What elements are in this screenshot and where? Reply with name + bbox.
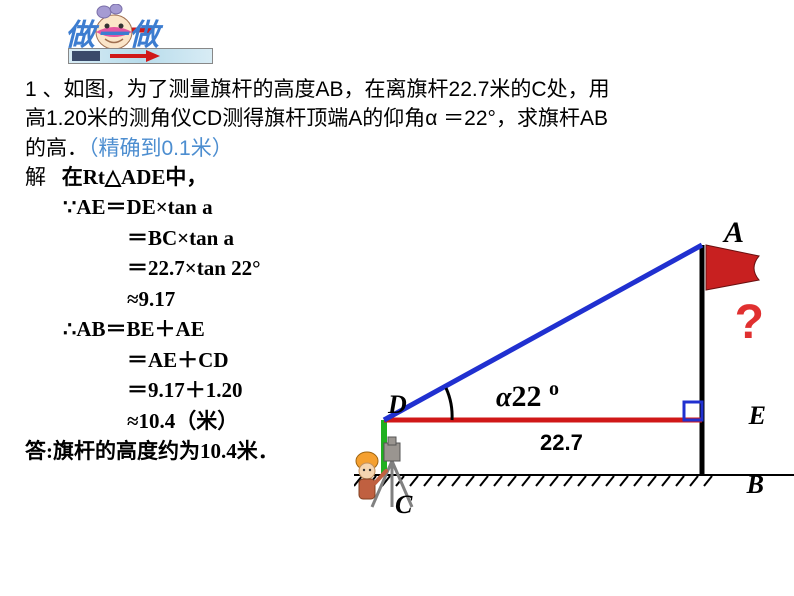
sol-l5: ≈9.17 xyxy=(127,287,175,311)
sol-l6: ∴AB＝BE＋AE xyxy=(63,317,205,341)
problem-line3-prefix: 的高． xyxy=(25,137,88,160)
sol-l7: ＝AE＋CD xyxy=(127,348,229,372)
arrow-icon xyxy=(110,49,160,63)
sol-l4: ＝22.7×tan 22° xyxy=(127,256,261,280)
sol-l10: 答:旗杆的高度约为10.4米． xyxy=(25,439,279,463)
sol-l3: ＝BC×tan a xyxy=(127,226,234,250)
problem-line1: 1 、如图，为了测量旗杆的高度AB，在离旗杆22.7米的C处，用 xyxy=(25,78,610,101)
sol-l1a: 解 xyxy=(25,165,46,189)
label-E: E xyxy=(749,401,766,431)
surveyor-icon xyxy=(352,431,432,509)
label-A: A xyxy=(724,216,744,250)
label-C: C xyxy=(395,490,412,520)
solution-block: 解 在Rt△ADE中， ∵AE＝DE×tan a ＝BC×tan a ＝22.7… xyxy=(25,162,279,466)
angle-arc xyxy=(446,388,452,420)
flag xyxy=(706,245,759,290)
problem-line2: 高1.20米的测角仪CD测得旗杆顶端A的仰角α ＝22°，求旗杆AB xyxy=(25,107,608,130)
sol-l8: ＝9.17＋1.20 xyxy=(127,378,243,402)
sol-l1b: 在Rt△ADE中， xyxy=(62,165,208,189)
problem-precision: （精确到0.1米） xyxy=(88,137,233,160)
right-angle-marker xyxy=(684,402,702,420)
header-bar-inner xyxy=(72,51,100,61)
angle-alpha: α xyxy=(496,382,512,413)
angle-value: 22 xyxy=(512,380,542,413)
sol-l2: ∵AE＝DE×tan a xyxy=(63,195,213,219)
angle-deg: o xyxy=(549,378,559,400)
sol-l9: ≈10.4（米） xyxy=(127,409,238,433)
question-mark: ? xyxy=(735,295,764,350)
label-B: B xyxy=(747,470,764,500)
label-angle: α22 o xyxy=(496,378,559,414)
label-base-length: 22.7 xyxy=(540,430,583,456)
triangle-diagram xyxy=(354,230,794,596)
problem-text: 1 、如图，为了测量旗杆的高度AB，在离旗杆22.7米的C处，用 高1.20米的… xyxy=(25,75,784,163)
label-D: D xyxy=(388,390,407,420)
